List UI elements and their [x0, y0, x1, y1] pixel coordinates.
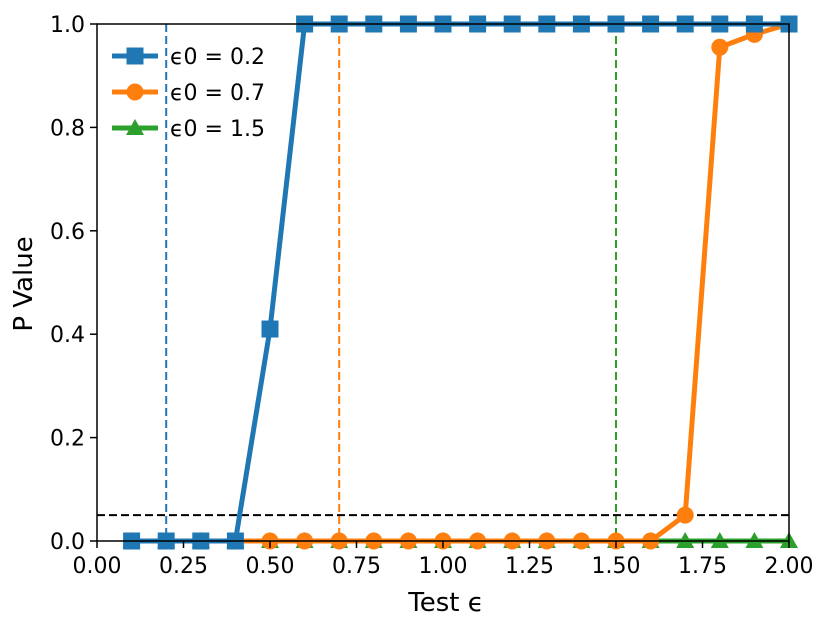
- y-axis-title: P Value: [9, 236, 39, 331]
- y-tick-label-3: 0.6: [50, 220, 85, 245]
- y-tick-label-1: 0.2: [50, 427, 85, 452]
- data-point-2-18: [745, 532, 764, 548]
- data-point-2-16: [676, 532, 695, 548]
- x-tick-label-7: 1.75: [678, 554, 727, 579]
- y-tick-label-4: 0.8: [50, 116, 85, 141]
- x-axis-title: Test ϵ: [407, 588, 483, 618]
- x-tick-label-0: 0.00: [73, 554, 122, 579]
- x-tick-label-4: 1.00: [419, 554, 468, 579]
- legend-label-0: ϵ0 = 0.2: [170, 45, 265, 70]
- x-tick-label-5: 1.25: [505, 554, 554, 579]
- legend-marker-1: [126, 83, 144, 101]
- legend-marker-0: [126, 47, 144, 65]
- x-tick-label-8: 2.00: [765, 554, 814, 579]
- data-point-1-16: [676, 506, 694, 524]
- data-point-0-4: [261, 320, 279, 338]
- data-point-1-17: [711, 38, 729, 56]
- legend-label-1: ϵ0 = 0.7: [170, 81, 265, 106]
- y-tick-label-2: 0.4: [50, 323, 85, 348]
- data-point-2-17: [710, 532, 729, 548]
- x-tick-label-2: 0.50: [246, 554, 295, 579]
- legend-label-2: ϵ0 = 1.5: [170, 117, 265, 142]
- axes: 0.00 0.25 0.50 0.75 1.00 1.25 1.50 1.75 2.00 0.0 0…: [50, 13, 813, 579]
- x-tick-label-6: 1.50: [592, 554, 641, 579]
- y-tick-label-5: 1.0: [50, 13, 85, 38]
- legend-marker-2: [126, 119, 144, 135]
- legend: ϵ0 = 0.2 ϵ0 = 0.7 ϵ0 = 1.5: [112, 45, 265, 142]
- y-tick-label-0: 0.0: [50, 530, 85, 555]
- x-tick-label-1: 0.25: [159, 554, 208, 579]
- x-tick-label-3: 0.75: [332, 554, 381, 579]
